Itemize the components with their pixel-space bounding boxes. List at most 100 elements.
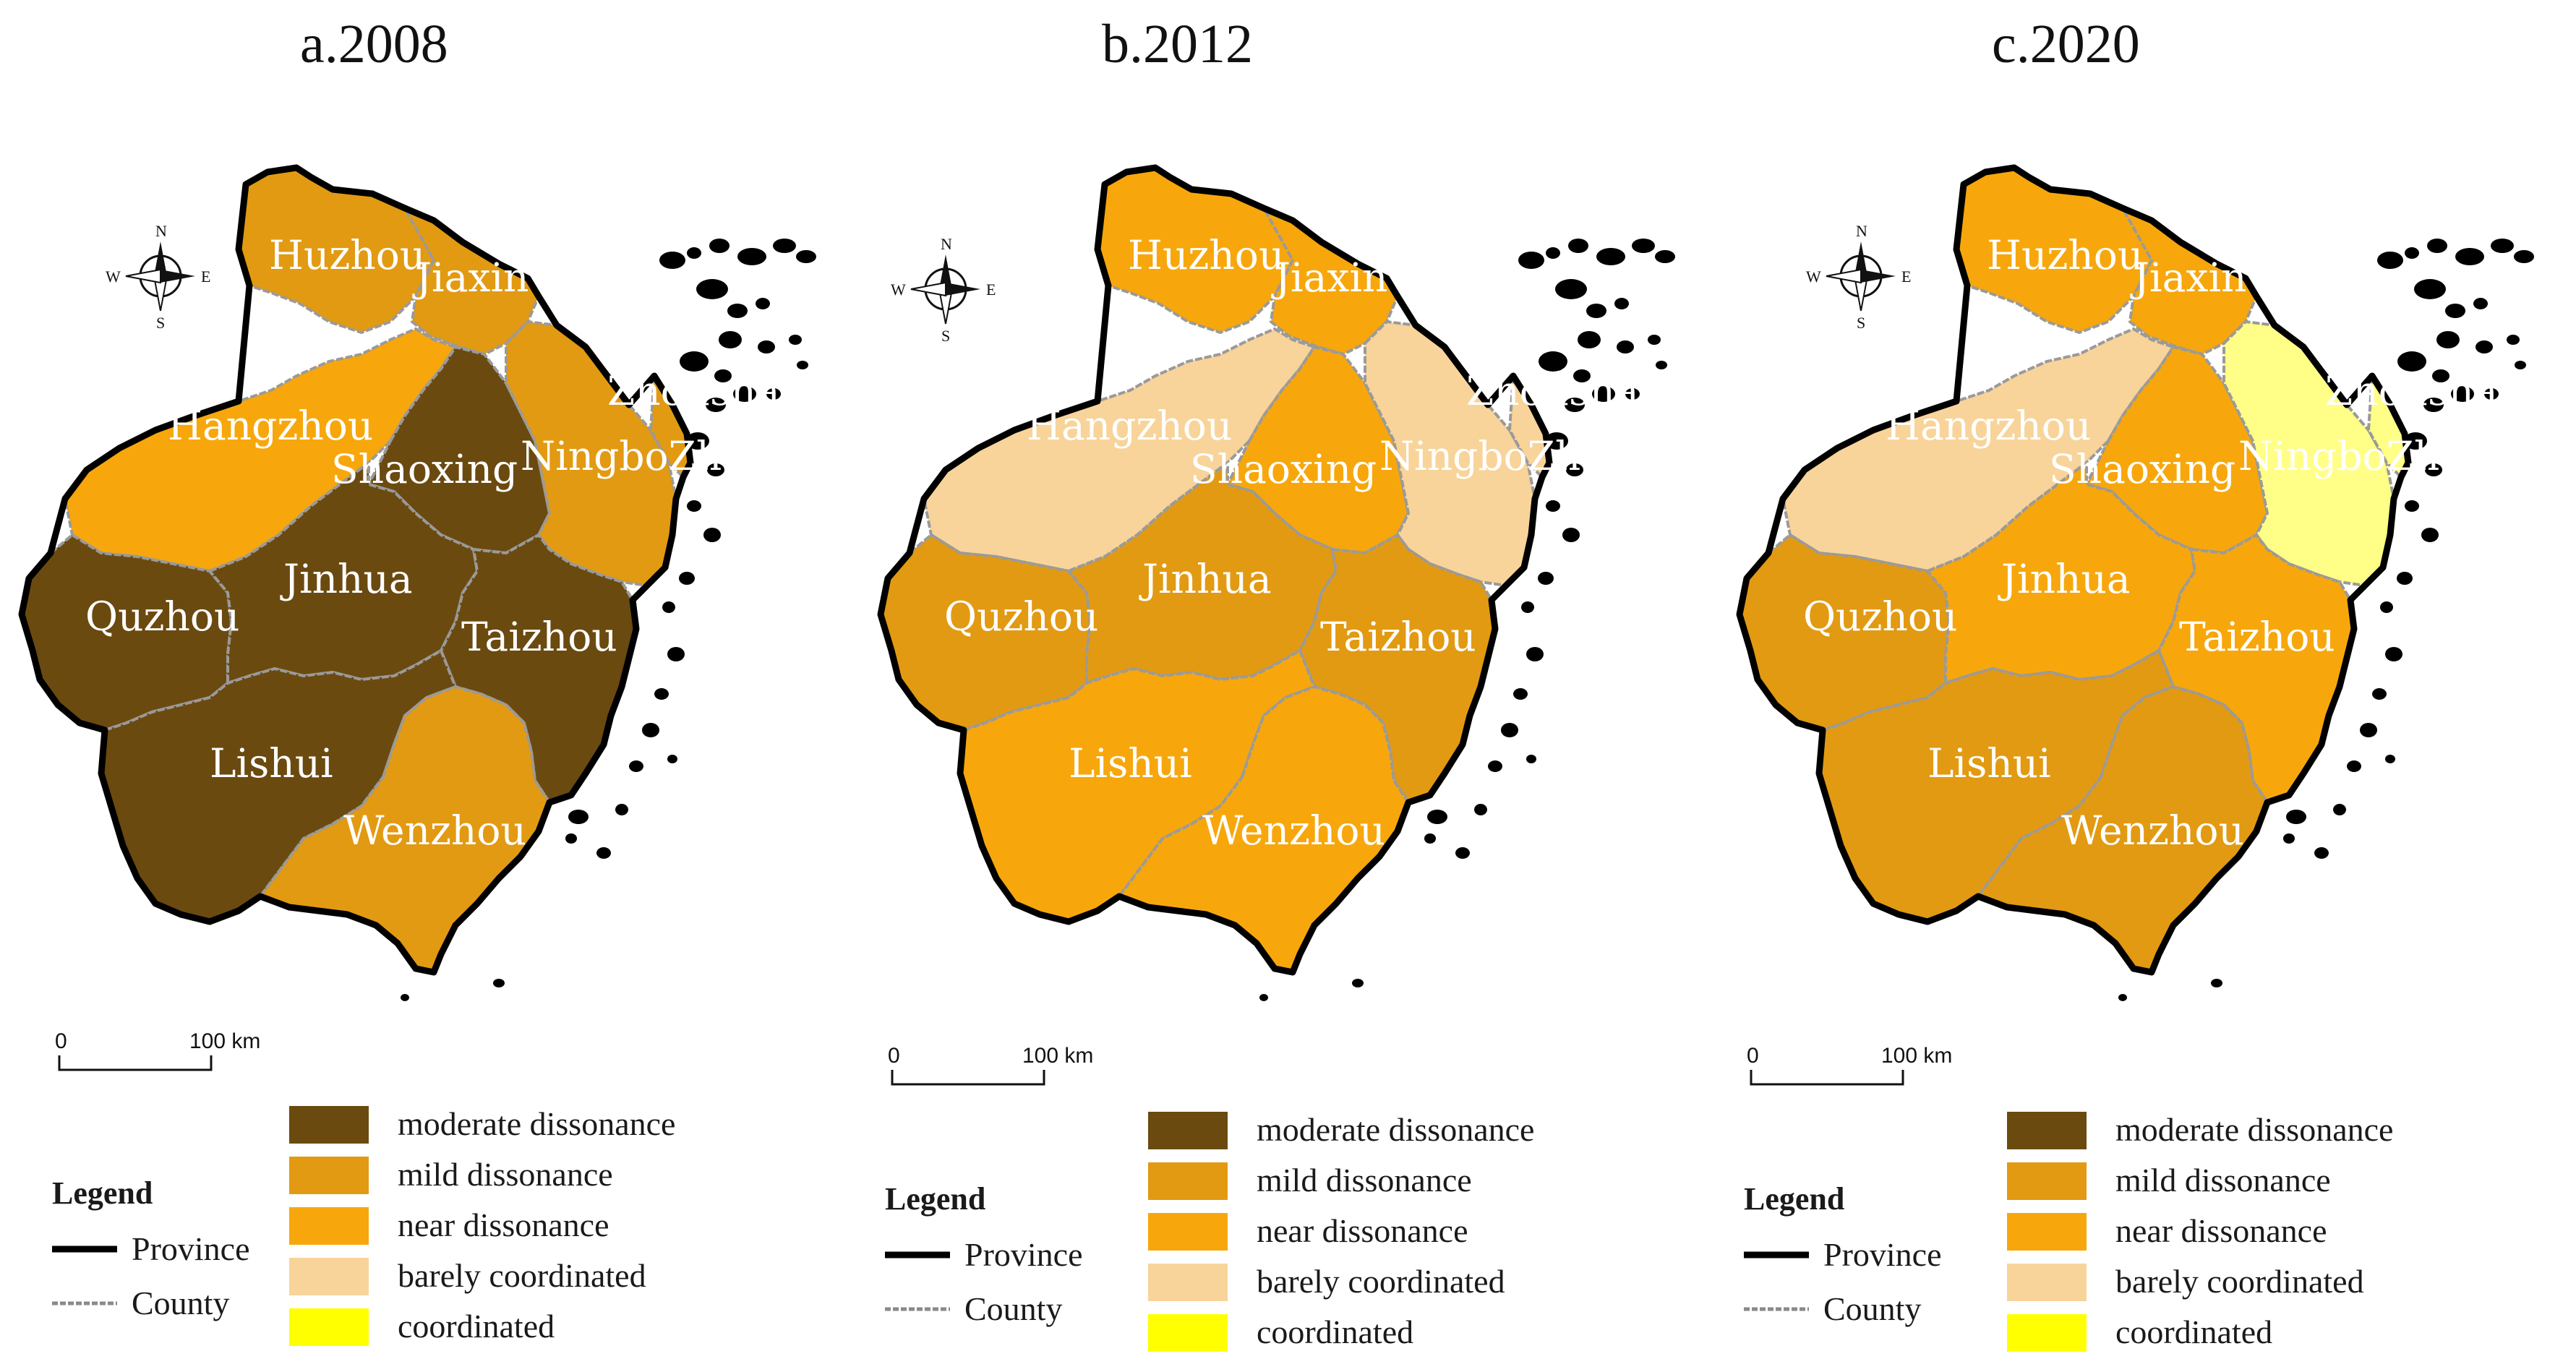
city-label-jinhua: Jinhua	[1998, 556, 2131, 602]
island-shape	[642, 723, 659, 737]
legend-swatch	[2007, 1162, 2087, 1200]
island-shape	[2405, 500, 2419, 512]
map-title: a.2008	[300, 14, 448, 74]
legend-swatch	[2007, 1213, 2087, 1251]
compass-letter-w: W	[1806, 267, 1821, 286]
legend-class-label: moderate dissonance	[1257, 1111, 1534, 1148]
province-outline	[877, 164, 1553, 976]
island-shape	[687, 500, 701, 512]
island-shape	[680, 351, 709, 372]
island-shape	[2385, 755, 2395, 763]
compass-letter-s: S	[156, 314, 165, 332]
island-shape	[2507, 335, 2520, 345]
city-label-quzhou: Quzhou	[944, 593, 1098, 640]
scale-start-label: 0	[888, 1044, 900, 1068]
legend-title: Legend	[52, 1175, 153, 1211]
island-shape	[714, 369, 732, 382]
island-shape	[2404, 432, 2427, 450]
legend-swatch	[1148, 1264, 1228, 1301]
island-shape	[1596, 248, 1625, 265]
island-shape	[1555, 279, 1587, 299]
compass-rose: N S W E	[1806, 222, 1911, 332]
city-label-ningbo: NingboZhou	[521, 433, 771, 479]
city-label-huzhou: Huzhou	[269, 232, 425, 278]
scale-end-label: 100 km	[1022, 1044, 1093, 1068]
city-label-taizhou: Taizhou	[2179, 614, 2335, 660]
island-shape	[1259, 994, 1268, 1001]
island-shape	[733, 386, 756, 402]
city-label-shaoxing: Shaoxing	[331, 446, 518, 492]
city-regions	[1737, 166, 2410, 974]
island-shape	[2283, 833, 2295, 844]
legend-class-label: barely coordinated	[2115, 1263, 2364, 1300]
island-shape	[1521, 601, 1534, 613]
legend-class-label: mild dissonance	[2115, 1162, 2331, 1199]
island-shape	[2347, 760, 2361, 772]
compass-letter-s: S	[941, 327, 950, 345]
island-shape	[1573, 369, 1591, 382]
city-label-hangzhou: Hangzhou	[168, 403, 373, 449]
legend-class-label: barely coordinated	[398, 1257, 646, 1294]
island-shape	[1632, 239, 1655, 253]
city-label-jinhua: Jinhua	[1139, 556, 1272, 602]
island-shape	[709, 239, 729, 253]
legend-class-label: coordinated	[1257, 1313, 1413, 1350]
island-shape	[565, 833, 577, 844]
legend: Legend Province County moderate dissonance m…	[1744, 1111, 2393, 1352]
scale-bar: 0 100 km	[1747, 1044, 1952, 1086]
legend-line-label: Province	[964, 1236, 1083, 1273]
island-shape	[2423, 398, 2444, 412]
legend-swatch	[1148, 1314, 1228, 1352]
island-shape	[2377, 252, 2403, 269]
map-title: b.2012	[1102, 14, 1253, 74]
island-shape	[1538, 572, 1554, 585]
legend-swatch	[2007, 1264, 2087, 1301]
island-shape	[2445, 304, 2465, 318]
island-shape	[2414, 279, 2446, 299]
island-shape	[1566, 463, 1583, 476]
island-shape	[1617, 340, 1634, 353]
legend-swatch	[2007, 1314, 2087, 1352]
island-shape	[2333, 804, 2346, 815]
island-shape	[1474, 804, 1487, 815]
island-shape	[707, 463, 724, 476]
island-shape	[796, 250, 816, 263]
island-shape	[1568, 239, 1588, 253]
island-shape	[2455, 248, 2484, 265]
legend-class-label: moderate dissonance	[398, 1105, 675, 1142]
city-label-quzhou: Quzhou	[85, 593, 239, 640]
island-shape	[2314, 847, 2329, 859]
legend-swatch	[1148, 1213, 1228, 1251]
island-shape	[2436, 331, 2460, 348]
island-shape	[679, 572, 695, 585]
legend-class-label: coordinated	[2115, 1313, 2272, 1350]
island-shape	[2286, 810, 2306, 824]
city-label-jiaxing: Jiaxin	[412, 254, 529, 301]
legend-line-label: County	[132, 1285, 229, 1321]
island-shape	[2372, 688, 2387, 700]
city-label-zhoushan: Zhousha	[1466, 368, 1639, 414]
legend-swatch	[1148, 1112, 1228, 1149]
island-shape	[2397, 572, 2413, 585]
island-shape	[1518, 252, 1544, 269]
legend: Legend Province County moderate dissonance m…	[52, 1105, 675, 1346]
island-shape	[1578, 331, 1601, 348]
city-label-lishui: Lishui	[210, 740, 333, 786]
compass-letter-w: W	[891, 280, 906, 299]
city-label-lishui: Lishui	[1927, 740, 2051, 786]
scale-bar: 0 100 km	[888, 1044, 1093, 1086]
legend-swatch	[289, 1106, 369, 1144]
island-shape	[737, 248, 766, 265]
island-shape	[2385, 647, 2402, 661]
compass-letter-n: N	[941, 235, 952, 253]
island-shape	[568, 810, 589, 824]
island-shape	[401, 994, 409, 1001]
legend-class-label: moderate dissonance	[2115, 1111, 2393, 1148]
scale-end-label: 100 km	[1881, 1044, 1952, 1068]
island-shape	[2432, 369, 2449, 382]
island-shape	[1586, 304, 1606, 318]
compass-letter-s: S	[1857, 314, 1865, 332]
